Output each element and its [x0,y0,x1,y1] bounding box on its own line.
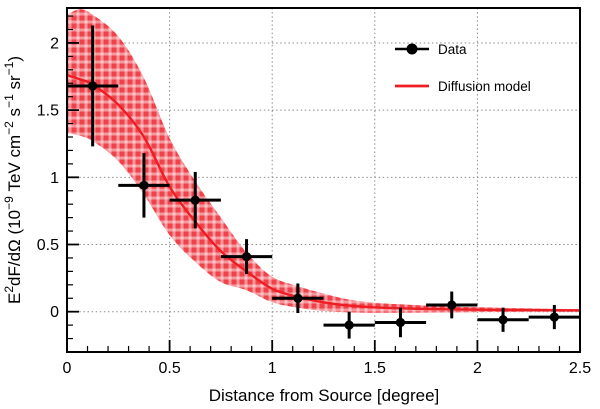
legend-label-diffusion-model: Diffusion model [438,79,531,94]
data-marker [190,195,200,205]
data-marker [88,81,98,91]
data-points [67,25,580,339]
data-marker [549,312,559,322]
legend-entry-diffusion-model: Diffusion model [395,79,531,94]
data-point [220,239,273,275]
y-axis-title-text: E2dF/dΩ (10−9 TeV cm−2 s−1 sr−1) [2,56,24,304]
axes-frame [66,7,581,353]
legend-entry-data: Data [395,42,467,57]
y-tick-label: 0.5 [37,237,59,254]
x-tick-label: 1.5 [364,360,386,377]
plot-border [66,7,581,353]
data-marker [395,317,406,328]
axis-ticks [66,15,581,352]
data-point [67,25,119,147]
data-point [169,171,221,229]
x-tick-label: 1 [268,360,277,377]
x-tick-label: 2.5 [569,360,591,377]
data-symbol-marker-icon [406,43,418,55]
data-point [374,307,427,338]
y-tick-label: 1 [50,170,59,187]
legend-label-data: Data [438,42,467,57]
legend: Data Diffusion model [395,42,531,94]
x-tick-label: 2 [473,360,482,377]
x-tick-label: 0.5 [158,360,180,377]
y-tick-label: 0 [50,304,59,321]
y-tick-label: 1.5 [37,103,59,120]
diffusion-model-curve [67,74,580,312]
data-point [323,311,375,339]
data-point [118,153,170,218]
uncertainty-band-area [67,9,580,313]
x-axis-title: Distance from Source [degree] [209,386,440,405]
data-marker [293,293,303,303]
data-marker [241,251,252,262]
data-point [477,307,529,332]
data-marker [498,315,508,325]
y-tick-label: 2 [50,35,59,52]
data-point [528,304,580,330]
data-marker [139,180,149,190]
axis-tick-labels: 0 0.5 1 1.5 2 2.5 0 0.5 1 1.5 2 [37,35,591,377]
model-curve-line [67,74,580,312]
data-marker [447,300,457,310]
x-tick-label: 0 [63,360,72,377]
y-axis-title: E2dF/dΩ (10−9 TeV cm−2 s−1 sr−1) [2,56,24,304]
diffusion-model-uncertainty-band [67,9,580,313]
data-point [272,283,324,314]
data-marker [344,320,354,330]
data-point [426,291,478,319]
